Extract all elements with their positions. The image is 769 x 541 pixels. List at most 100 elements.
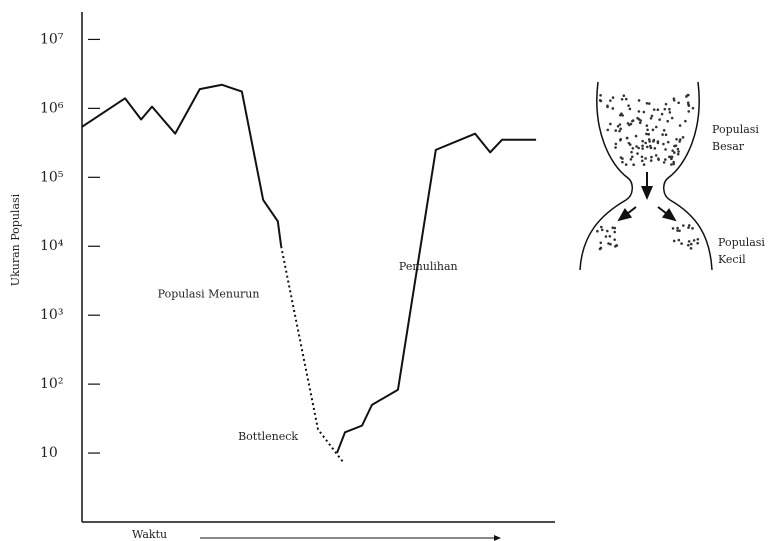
dot <box>644 157 647 160</box>
y-tick-label: 10³ <box>40 307 63 323</box>
dot <box>624 97 628 101</box>
dot <box>687 226 690 229</box>
dot <box>600 228 604 232</box>
dot <box>668 107 671 111</box>
dot <box>687 110 691 113</box>
dot <box>681 136 685 139</box>
dot <box>670 163 673 166</box>
dot <box>621 160 624 164</box>
dot <box>627 141 631 145</box>
dot <box>652 108 656 111</box>
dot <box>606 229 609 233</box>
dot <box>678 138 682 141</box>
dot <box>673 144 677 148</box>
dot <box>672 162 676 166</box>
dot <box>609 99 612 102</box>
dot <box>678 229 681 233</box>
dot <box>637 110 641 113</box>
dot <box>640 155 644 159</box>
series-line <box>280 246 344 463</box>
dot <box>677 101 680 105</box>
dot <box>608 234 612 238</box>
dot <box>651 128 655 132</box>
dot <box>638 121 642 125</box>
dot <box>691 106 695 110</box>
dot <box>649 159 653 162</box>
y-tick-label: 10⁷ <box>40 31 64 47</box>
dot <box>619 156 623 159</box>
annotation: Bottleneck <box>238 430 298 443</box>
x-axis-label: Waktu <box>132 528 167 541</box>
dot <box>676 229 679 232</box>
dot <box>629 157 633 161</box>
series-line <box>81 83 283 247</box>
dot <box>663 107 667 111</box>
dot <box>671 227 675 230</box>
dot <box>618 129 621 133</box>
dot <box>625 136 629 140</box>
dot <box>666 140 670 144</box>
dot <box>628 107 632 111</box>
y-tick-label: 10² <box>40 376 63 392</box>
series-line <box>336 132 537 454</box>
dot <box>637 99 641 102</box>
dot <box>624 163 628 166</box>
dot <box>672 239 676 243</box>
dot <box>636 152 639 155</box>
dot <box>629 122 633 126</box>
dot <box>671 149 674 152</box>
dot <box>670 116 674 120</box>
dot <box>630 150 633 154</box>
dot <box>631 146 635 150</box>
dot <box>641 139 644 143</box>
dot <box>689 247 693 250</box>
small-label: Populasi <box>718 236 765 249</box>
dot <box>600 225 603 229</box>
dot <box>596 229 599 233</box>
dot <box>621 114 624 117</box>
dot <box>634 134 638 138</box>
dot <box>626 122 630 125</box>
dot <box>599 241 603 245</box>
dot <box>650 155 653 159</box>
dot <box>662 129 666 132</box>
dot <box>649 146 653 150</box>
dot <box>686 243 690 247</box>
dot <box>686 101 690 105</box>
dot <box>598 247 602 251</box>
arrow-right <box>657 206 677 222</box>
dot <box>691 227 694 230</box>
dot <box>676 147 680 151</box>
dot <box>611 96 615 99</box>
dot <box>678 124 682 127</box>
dot <box>662 161 666 164</box>
dot <box>599 99 603 103</box>
dot <box>687 104 691 107</box>
dot <box>662 142 665 146</box>
dot <box>611 107 615 110</box>
dot <box>675 137 678 141</box>
dot <box>647 138 651 141</box>
dot <box>611 226 615 230</box>
dot <box>692 239 696 242</box>
dot <box>672 98 676 102</box>
dot <box>650 114 654 118</box>
dot <box>635 145 638 148</box>
dot <box>619 138 622 142</box>
y-tick-label: 10⁶ <box>40 100 64 116</box>
dot <box>619 127 623 131</box>
annotation: Populasi Menurun <box>158 287 260 300</box>
dot <box>653 147 657 150</box>
dot <box>618 123 622 126</box>
small-label: Kecil <box>718 253 746 266</box>
annotation: Pemulihan <box>399 260 458 273</box>
hourglass-diagram: Populasi Besar Populasi Kecil <box>579 81 765 271</box>
y-tick-label: 10⁴ <box>40 238 64 254</box>
dot <box>676 152 680 156</box>
dot <box>649 116 653 120</box>
dot <box>673 151 676 154</box>
dot <box>687 224 691 227</box>
dot <box>642 110 646 114</box>
dot <box>620 97 624 101</box>
dot <box>696 241 699 245</box>
